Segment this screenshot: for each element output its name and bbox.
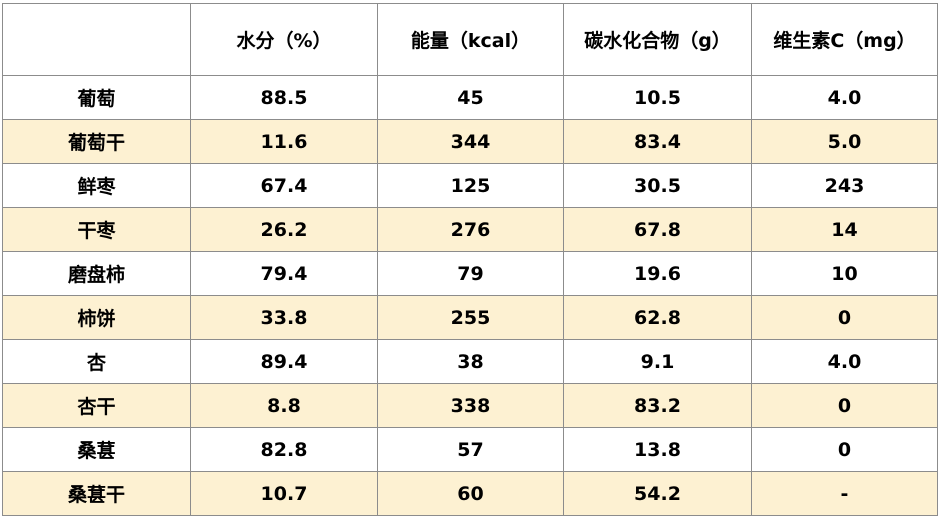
- data-cell: 54.2: [563, 471, 752, 516]
- header-row: 水分（%） 能量（kcal） 碳水化合物（g） 维生素C（mg）: [2, 3, 938, 76]
- row-label: 葡萄: [2, 75, 191, 120]
- row-label: 桑葚: [2, 427, 191, 472]
- data-cell: 255: [377, 295, 564, 340]
- row-label: 干枣: [2, 207, 191, 252]
- data-cell: 57: [377, 427, 564, 472]
- data-cell: 83.2: [563, 383, 752, 428]
- data-cell: 26.2: [190, 207, 378, 252]
- header-cell: 能量（kcal）: [377, 3, 564, 76]
- data-cell: 38: [377, 339, 564, 384]
- data-cell: 14: [751, 207, 938, 252]
- row-label: 柿饼: [2, 295, 191, 340]
- data-cell: 89.4: [190, 339, 378, 384]
- data-cell: 8.8: [190, 383, 378, 428]
- table-row: 磨盘柿 79.4 79 19.6 10: [2, 251, 938, 296]
- data-cell: 0: [751, 383, 938, 428]
- data-cell: -: [751, 471, 938, 516]
- data-cell: 60: [377, 471, 564, 516]
- data-cell: 88.5: [190, 75, 378, 120]
- data-cell: 0: [751, 295, 938, 340]
- row-label: 桑葚干: [2, 471, 191, 516]
- data-cell: 62.8: [563, 295, 752, 340]
- data-cell: 125: [377, 163, 564, 208]
- data-cell: 4.0: [751, 75, 938, 120]
- table-row: 杏 89.4 38 9.1 4.0: [2, 339, 938, 384]
- table-row: 柿饼 33.8 255 62.8 0: [2, 295, 938, 340]
- data-cell: 79.4: [190, 251, 378, 296]
- data-cell: 276: [377, 207, 564, 252]
- header-cell: 维生素C（mg）: [751, 3, 938, 76]
- data-cell: 83.4: [563, 119, 752, 164]
- data-cell: 338: [377, 383, 564, 428]
- data-cell: 9.1: [563, 339, 752, 384]
- table-row: 葡萄 88.5 45 10.5 4.0: [2, 75, 938, 120]
- header-cell: 水分（%）: [190, 3, 378, 76]
- data-cell: 0: [751, 427, 938, 472]
- data-cell: 11.6: [190, 119, 378, 164]
- table-row: 桑葚 82.8 57 13.8 0: [2, 427, 938, 472]
- data-cell: 67.4: [190, 163, 378, 208]
- table-row: 葡萄干 11.6 344 83.4 5.0: [2, 119, 938, 164]
- data-cell: 10: [751, 251, 938, 296]
- data-cell: 5.0: [751, 119, 938, 164]
- data-cell: 10.5: [563, 75, 752, 120]
- row-label: 葡萄干: [2, 119, 191, 164]
- corner-cell: [2, 3, 191, 76]
- data-cell: 13.8: [563, 427, 752, 472]
- data-cell: 10.7: [190, 471, 378, 516]
- data-cell: 82.8: [190, 427, 378, 472]
- data-cell: 79: [377, 251, 564, 296]
- data-cell: 33.8: [190, 295, 378, 340]
- data-cell: 19.6: [563, 251, 752, 296]
- data-cell: 344: [377, 119, 564, 164]
- data-cell: 67.8: [563, 207, 752, 252]
- row-label: 杏干: [2, 383, 191, 428]
- nutrition-table: 水分（%） 能量（kcal） 碳水化合物（g） 维生素C（mg） 葡萄 88.5 45 10…: [2, 3, 938, 516]
- table-row: 桑葚干 10.7 60 54.2-: [2, 471, 938, 516]
- table-row: 杏干 8.8 338 83.2 0: [2, 383, 938, 428]
- table-head: 水分（%） 能量（kcal） 碳水化合物（g） 维生素C（mg）: [2, 3, 938, 76]
- data-cell: 243: [751, 163, 938, 208]
- table-row: 干枣 26.2 276 67.8 14: [2, 207, 938, 252]
- row-label: 磨盘柿: [2, 251, 191, 296]
- header-cell: 碳水化合物（g）: [563, 3, 752, 76]
- data-cell: 30.5: [563, 163, 752, 208]
- data-cell: 4.0: [751, 339, 938, 384]
- table-body: 葡萄 88.5 45 10.5 4.0 葡萄干 11.6 344 83.4 5.0 鲜枣 67.4 12…: [2, 75, 938, 516]
- data-cell: 45: [377, 75, 564, 120]
- table-row: 鲜枣 67.4 125 30.5 243: [2, 163, 938, 208]
- row-label: 鲜枣: [2, 163, 191, 208]
- row-label: 杏: [2, 339, 191, 384]
